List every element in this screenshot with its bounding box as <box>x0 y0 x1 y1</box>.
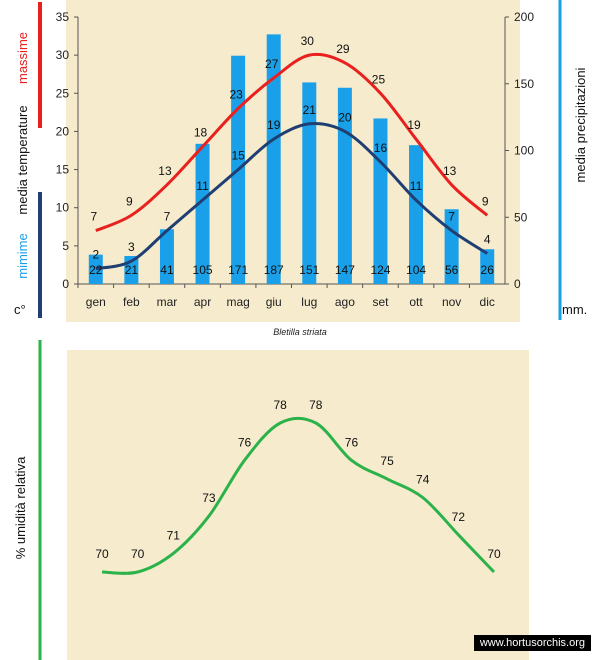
humidity-value-label: 73 <box>202 491 216 505</box>
right-tick-label: 100 <box>514 144 534 158</box>
precipitation-label: 22 <box>89 263 103 277</box>
precipitation-label: 21 <box>125 263 139 277</box>
min-temperature-label: 2 <box>92 248 99 262</box>
chart-background <box>67 350 529 660</box>
precipitation-label: 105 <box>193 263 213 277</box>
min-temperature-label: 3 <box>128 240 135 254</box>
precipitation-bar <box>302 82 317 284</box>
left-tick-label: 5 <box>62 239 69 253</box>
max-temperature-label: 9 <box>126 194 133 208</box>
precipitation-axis-label: media precipitazioni <box>573 67 588 182</box>
left-tick-label: 25 <box>56 86 70 100</box>
precipitation-label: 147 <box>335 263 355 277</box>
left-tick-label: 30 <box>56 48 70 62</box>
precipitation-label: 104 <box>406 263 426 277</box>
month-label: lug <box>301 295 317 309</box>
month-label: ott <box>409 295 423 309</box>
min-temperature-label: 21 <box>303 103 317 117</box>
humidity-value-label: 70 <box>131 547 145 561</box>
precipitation-label: 26 <box>481 263 495 277</box>
precipitation-bar <box>195 143 210 284</box>
month-label: dic <box>480 295 495 309</box>
temperature-precipitation-chart: 0 5 10 15 20 25 30 35 0 50 100 150 200 gen feb mar apr ma… <box>14 0 588 322</box>
humidity-value-label: 71 <box>167 528 181 542</box>
max-temperature-label: 27 <box>265 57 279 71</box>
species-caption: Bletilla striata <box>273 327 327 337</box>
precipitation-label: 171 <box>228 263 248 277</box>
precipitation-bar <box>159 229 174 284</box>
month-label: apr <box>194 295 211 309</box>
humidity-line <box>101 416 496 575</box>
max-temperature-label: 13 <box>443 164 457 178</box>
middle-axis-label: media temperature <box>15 105 30 214</box>
month-label: giu <box>266 295 282 309</box>
humidity-axis-label: % umidità relativa <box>13 456 28 559</box>
humidity-value-label: 76 <box>345 435 359 449</box>
humidity-value-label: 78 <box>309 398 323 412</box>
max-temperature-label: 19 <box>407 118 421 132</box>
max-temperature-label: 7 <box>90 210 97 224</box>
min-temperature-label: 16 <box>374 141 388 155</box>
precipitation-label: 124 <box>370 263 390 277</box>
humidity-value-label: 70 <box>95 547 109 561</box>
precipitation-label: 56 <box>445 263 459 277</box>
max-temperature-label: 18 <box>194 126 208 140</box>
precipitation-bar <box>480 249 495 284</box>
precipitation-bar <box>266 34 281 285</box>
max-temperature-label: 25 <box>372 72 386 86</box>
chart-background <box>66 0 520 322</box>
min-temperature-label: 11 <box>196 179 209 193</box>
max-temperature-label: 13 <box>158 164 172 178</box>
max-temperature-label: 29 <box>336 42 350 56</box>
right-tick-label: 50 <box>514 210 528 224</box>
min-temperature-label: 7 <box>164 210 171 224</box>
humidity-value-label: 75 <box>380 454 394 468</box>
left-tick-label: 15 <box>56 163 70 177</box>
min-temperature-label: 15 <box>231 149 245 163</box>
month-label: nov <box>442 295 461 309</box>
humidity-value-label: 72 <box>452 510 466 524</box>
month-label: feb <box>123 295 140 309</box>
month-label: set <box>372 295 389 309</box>
max-temperature-label: 9 <box>482 194 489 208</box>
min-axis-label: mimime <box>15 233 30 279</box>
left-tick-label: 35 <box>56 10 70 24</box>
precipitation-bar <box>337 87 352 284</box>
humidity-chart: % umidità relativa 70 70 71 73 76 78 78 76 75 74 72… <box>13 340 529 660</box>
precipitation-bar <box>88 254 103 284</box>
min-temperature-label: 11 <box>410 179 423 193</box>
month-label: mar <box>157 295 178 309</box>
min-temperature-line <box>95 121 489 271</box>
right-tick-label: 200 <box>514 10 534 24</box>
humidity-value-label: 70 <box>487 547 501 561</box>
humidity-value-label: 76 <box>238 435 252 449</box>
max-temperature-label: 23 <box>229 88 243 102</box>
min-temperature-label: 4 <box>484 232 491 246</box>
left-tick-label: 20 <box>56 124 70 138</box>
max-axis-label: massime <box>15 32 30 84</box>
precipitation-label: 151 <box>299 263 319 277</box>
precipitation-label: 41 <box>160 263 174 277</box>
min-temperature-label: 19 <box>267 118 281 132</box>
left-tick-label: 10 <box>56 201 70 215</box>
min-temperature-label: 7 <box>448 210 455 224</box>
max-temperature-label: 30 <box>301 34 315 48</box>
precipitation-label: 187 <box>264 263 284 277</box>
min-temperature-label: 20 <box>338 110 352 124</box>
month-label: mag <box>226 295 249 309</box>
temperature-unit-label: c° <box>14 302 26 317</box>
website-credit: www.hortusorchis.org <box>473 635 591 651</box>
right-tick-label: 150 <box>514 77 534 91</box>
humidity-value-label: 74 <box>416 473 430 487</box>
precipitation-bar <box>409 145 424 284</box>
humidity-value-label: 78 <box>274 398 288 412</box>
month-label: ago <box>335 295 355 309</box>
left-tick-label: 0 <box>62 277 69 291</box>
month-label: gen <box>86 295 106 309</box>
right-tick-label: 0 <box>514 277 521 291</box>
precipitation-unit-label: mm. <box>562 302 587 317</box>
max-temperature-line <box>95 52 489 232</box>
